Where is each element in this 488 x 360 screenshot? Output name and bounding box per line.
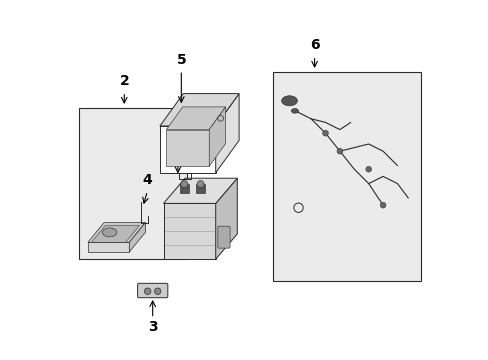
- Circle shape: [181, 180, 187, 188]
- Circle shape: [197, 180, 204, 188]
- Polygon shape: [160, 126, 215, 173]
- Text: 2: 2: [119, 74, 129, 88]
- Circle shape: [144, 288, 151, 294]
- Text: 4: 4: [142, 173, 152, 187]
- Polygon shape: [91, 225, 139, 242]
- Text: 6: 6: [309, 38, 319, 52]
- FancyBboxPatch shape: [137, 283, 167, 298]
- Circle shape: [154, 288, 161, 294]
- Polygon shape: [88, 222, 145, 242]
- Circle shape: [322, 130, 328, 136]
- Polygon shape: [166, 107, 225, 130]
- Polygon shape: [163, 203, 215, 259]
- Ellipse shape: [291, 109, 298, 113]
- FancyBboxPatch shape: [218, 226, 230, 248]
- Polygon shape: [215, 94, 239, 173]
- Text: 3: 3: [147, 320, 157, 334]
- Polygon shape: [129, 222, 145, 252]
- Polygon shape: [88, 242, 129, 252]
- Polygon shape: [163, 178, 237, 203]
- Bar: [180, 184, 188, 193]
- Ellipse shape: [281, 96, 297, 106]
- Circle shape: [365, 166, 371, 172]
- Circle shape: [380, 202, 385, 208]
- Text: 1: 1: [173, 137, 183, 151]
- Bar: [273, 72, 420, 281]
- Bar: [196, 184, 204, 193]
- Ellipse shape: [102, 228, 117, 237]
- Polygon shape: [215, 178, 237, 259]
- Polygon shape: [209, 107, 225, 166]
- Text: 5: 5: [176, 53, 186, 67]
- Polygon shape: [166, 130, 209, 166]
- Bar: [79, 108, 186, 259]
- Circle shape: [336, 148, 342, 154]
- Polygon shape: [160, 94, 239, 126]
